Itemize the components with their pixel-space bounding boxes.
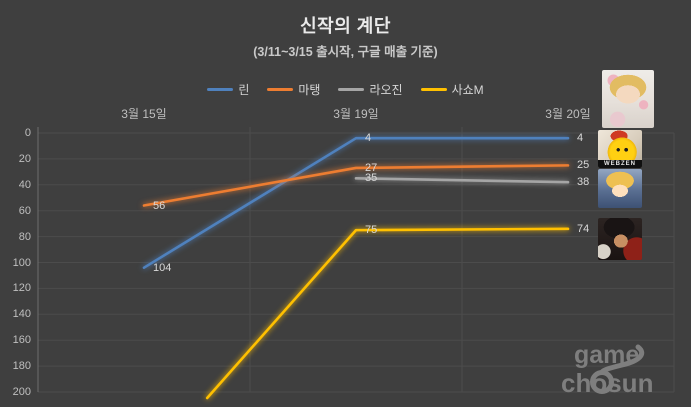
watermark-swirl-loop [590, 370, 614, 394]
series-line-린 [142, 136, 570, 269]
legend-item: 사쇼M [420, 81, 484, 98]
legend-item: 린 [207, 81, 249, 98]
matang-game-icon: WEBZEN [598, 130, 642, 168]
watermark-line1: game [574, 341, 639, 369]
chart-subtitle: (3/11~3/15 출시작, 구글 매출 기준) [253, 45, 438, 59]
watermark-swirl [599, 344, 645, 375]
legend-line-swatch [207, 87, 234, 91]
webzen-logo-label: WEBZEN [598, 160, 642, 168]
sashom-game-icon [598, 218, 642, 260]
legend-item: 라오진 [338, 81, 403, 98]
legend-series-label: 라오진 [369, 82, 403, 97]
gamechosun-watermark-logo: game chosun [561, 341, 653, 398]
series-line-마탱 [142, 164, 570, 207]
legend-item: 마탱 [267, 81, 320, 98]
legend-line-swatch [338, 87, 365, 91]
series-line-사쇼M [205, 227, 570, 400]
legend-line-swatch [420, 87, 447, 91]
rin-game-icon [602, 70, 654, 128]
series-line-라오진 [354, 177, 570, 184]
chart-title: 신작의 계단 [300, 16, 391, 36]
legend-series-label: 마탱 [298, 82, 321, 97]
raojin-game-icon [598, 169, 642, 208]
watermark-line2: chosun [561, 368, 653, 398]
chart-legend: 린 마탱 라오진 사쇼M [0, 81, 691, 97]
legend-series-label: 사쇼M [451, 82, 484, 97]
legend-series-label: 린 [238, 82, 250, 97]
legend-line-swatch [267, 87, 294, 91]
